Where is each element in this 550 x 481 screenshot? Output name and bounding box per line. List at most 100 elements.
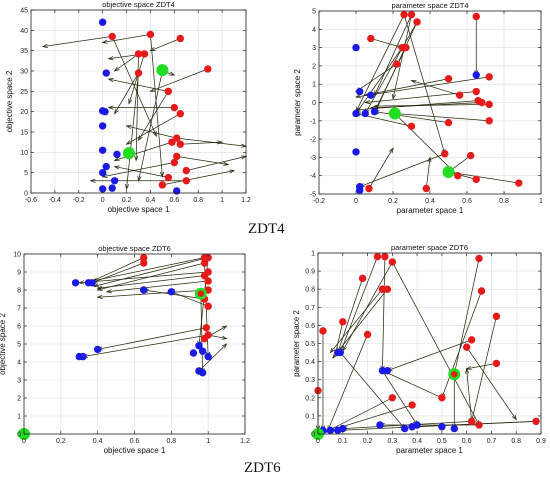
x-tick-label: 0.8 <box>499 198 509 205</box>
x-tick-label: 0.2 <box>56 438 66 445</box>
y-tick-label: 4 <box>17 360 21 367</box>
arrow-head <box>511 414 517 421</box>
arrow-head <box>92 283 99 288</box>
y-tick-label: 2 <box>312 63 316 70</box>
y-tick-label: 0.7 <box>305 305 315 312</box>
arrow-head <box>388 147 394 154</box>
data-point-red <box>393 60 401 68</box>
arrow-line <box>92 257 205 282</box>
x-tick-label: 0.6 <box>462 198 472 205</box>
data-point-blue <box>450 424 458 433</box>
arrow-head <box>354 94 361 99</box>
data-point-red <box>176 140 185 148</box>
chart-title: objective space ZDT6 <box>98 244 171 253</box>
data-point-red <box>402 43 410 52</box>
data-point-blue <box>356 87 364 96</box>
y-tick-label: 8 <box>17 288 21 295</box>
arrow-line <box>387 339 472 372</box>
data-point-blue <box>361 109 369 118</box>
arrow-head <box>113 66 120 72</box>
data-point-green <box>156 64 169 77</box>
y-tick-label: 10 <box>13 252 21 259</box>
arrow-line <box>111 36 157 137</box>
data-point-blue <box>339 424 347 433</box>
y-tick-label: 0 <box>312 100 316 107</box>
data-point-blue <box>383 366 392 375</box>
arrow-line <box>114 72 139 114</box>
y-axis-label: parameter space 2 <box>293 69 302 136</box>
arrow-line <box>325 397 393 433</box>
arrow-line <box>411 80 460 96</box>
y-tick-label: 5 <box>17 342 21 349</box>
arrow-head <box>223 161 230 166</box>
arrow-line <box>126 125 177 139</box>
arrow-head <box>107 56 114 61</box>
y-tick-label: 10 <box>20 150 28 157</box>
y-axis-label: objective space 2 <box>0 313 7 375</box>
arrow-line <box>102 162 175 178</box>
data-point-red <box>164 173 173 182</box>
data-point-red <box>383 285 392 293</box>
arrow-line <box>392 261 480 426</box>
data-point-red <box>475 254 483 263</box>
data-point-red <box>170 158 179 167</box>
arrow-head <box>229 169 236 174</box>
y-tick-label: 0 <box>17 432 21 439</box>
data-point-red <box>467 336 476 344</box>
x-tick-label: 0.4 <box>412 438 422 445</box>
data-point-blue <box>352 43 360 52</box>
row-label-zdt4: ZDT4 <box>248 221 285 237</box>
y-tick-label: 1 <box>311 251 315 258</box>
data-point-blue <box>110 177 119 185</box>
arrow-line <box>88 257 144 284</box>
arrow-head <box>96 294 103 299</box>
data-point-red <box>170 103 179 112</box>
y-tick-label: 7 <box>17 306 21 313</box>
y-tick-label: 0.3 <box>305 377 315 384</box>
x-tick-label: -0.2 <box>313 198 325 205</box>
arrow-head <box>137 135 143 142</box>
data-point-red <box>515 179 523 187</box>
data-point-red <box>140 253 148 262</box>
arrow-head <box>137 175 142 182</box>
data-point-red <box>388 258 397 266</box>
x-tick-label: 0 <box>22 438 26 445</box>
plot-area <box>31 10 246 193</box>
arrow-head <box>410 79 417 84</box>
data-point-red <box>472 87 480 96</box>
data-point-blue <box>189 349 198 357</box>
arrow-layer <box>41 34 248 191</box>
x-tick-label: 0.8 <box>193 197 203 204</box>
arrow-line <box>97 275 205 289</box>
arrow-head <box>169 71 176 76</box>
data-point-red <box>438 394 446 402</box>
arrow-line <box>394 113 490 122</box>
x-axis-label: parameter space 1 <box>397 206 464 215</box>
data-point-red <box>472 175 480 184</box>
arrow-line <box>138 91 169 141</box>
row-label-zdt6: ZDT6 <box>244 460 281 476</box>
arrow-line <box>198 343 227 372</box>
arrow-head <box>113 157 120 162</box>
arrow-line <box>82 334 209 357</box>
y-tick-label: 1 <box>312 82 316 89</box>
y-tick-label: 3 <box>17 378 21 385</box>
x-tick-label: 0.4 <box>146 197 156 204</box>
arrow-head <box>89 178 96 183</box>
data-point-blue <box>326 426 335 435</box>
data-point-red <box>373 252 382 261</box>
data-point-red-highlight <box>451 371 458 378</box>
arrow-line <box>355 76 490 98</box>
data-point-red <box>173 134 181 142</box>
arrow-line <box>466 346 517 420</box>
y-tick-label: 25 <box>20 89 28 96</box>
x-tick-label: 0.3 <box>387 438 397 445</box>
data-point-red <box>444 118 453 127</box>
data-point-red <box>492 359 501 368</box>
data-point-green <box>122 147 135 160</box>
data-point-blue <box>98 146 107 154</box>
arrow-line <box>138 70 163 181</box>
y-tick-label: 0.9 <box>305 269 315 276</box>
y-tick-label: 15 <box>20 130 28 137</box>
